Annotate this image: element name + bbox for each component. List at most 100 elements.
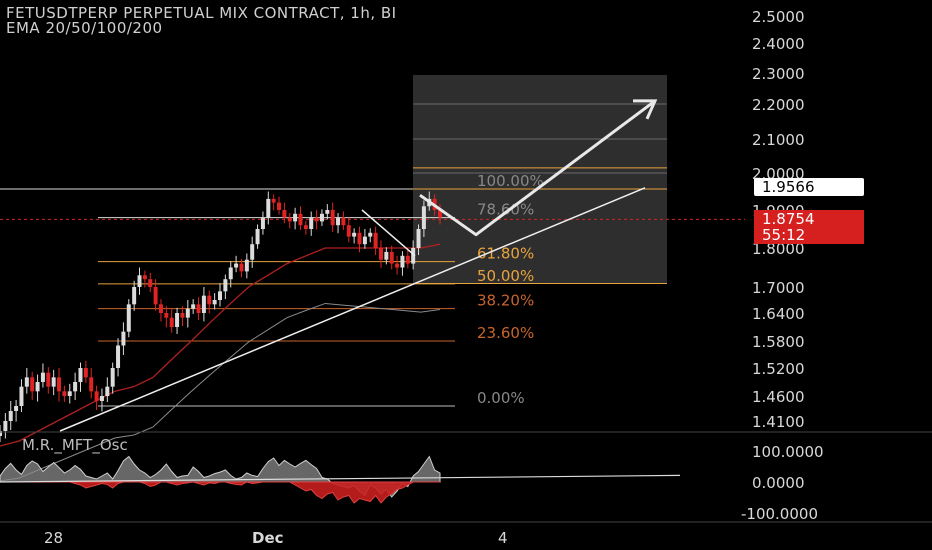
candle-body-11 xyxy=(57,377,62,392)
last-price-tag: 1.8754 xyxy=(754,210,864,228)
candle-body-34 xyxy=(180,313,185,318)
price-tick-4: 2.1000 xyxy=(752,131,805,149)
candle-body-46 xyxy=(244,259,249,272)
candle-body-69 xyxy=(368,232,373,237)
osc-tick-2: -100.0000 xyxy=(741,505,818,523)
candle-body-47 xyxy=(250,244,255,260)
candle-body-5 xyxy=(24,377,29,387)
candle-body-43 xyxy=(228,267,233,280)
candle-body-36 xyxy=(191,304,196,309)
candle-body-53 xyxy=(282,210,287,218)
time-tick-2: 4 xyxy=(498,529,508,547)
projection-path xyxy=(419,99,656,237)
candle-body-59 xyxy=(314,217,319,222)
ema-slow-line xyxy=(0,302,441,482)
candle-body-44 xyxy=(234,263,239,268)
candle-body-56 xyxy=(298,213,303,226)
candle-body-32 xyxy=(169,317,174,327)
price-tick-12: 1.4600 xyxy=(752,388,805,406)
candle-body-42 xyxy=(223,279,228,292)
pullback-trendline xyxy=(361,209,416,257)
candle-body-65 xyxy=(346,225,351,237)
candle-body-39 xyxy=(207,295,212,305)
fib-label-5: 23.60% xyxy=(477,324,534,342)
candle-body-15 xyxy=(78,368,83,382)
candle-body-55 xyxy=(293,213,298,222)
candle-body-61 xyxy=(325,210,330,214)
candle-body-76 xyxy=(405,255,410,264)
oscillator: M.R._MFT_Osc 100.0000 0.0000 -100.0000 xyxy=(0,436,824,523)
ema-fast-line xyxy=(0,243,441,447)
fib-levels: 100.00% 78.60% 61.80% 50.00% 38.20% 23.60% 0.0… xyxy=(0,167,745,407)
candle-body-63 xyxy=(336,217,341,226)
fib-label-0: 100.00% xyxy=(477,172,544,190)
price-tick-13: 1.4100 xyxy=(752,413,805,431)
candle-body-79 xyxy=(421,206,426,229)
candle-body-18 xyxy=(94,391,99,401)
osc-lower-area xyxy=(0,481,440,504)
fib-label-4: 38.20% xyxy=(477,292,534,310)
candle-body-45 xyxy=(239,263,244,272)
candle-body-12 xyxy=(62,391,67,396)
candle-body-66 xyxy=(352,232,357,237)
candle-body-67 xyxy=(357,232,362,245)
candle-body-27 xyxy=(142,275,147,280)
candle-body-1 xyxy=(3,421,8,431)
candle-body-16 xyxy=(83,368,88,378)
price-tick-1: 2.4000 xyxy=(752,35,805,53)
level-price-tag: 1.9566 xyxy=(754,178,864,196)
candle-body-50 xyxy=(266,198,271,218)
osc-trendline xyxy=(0,474,681,483)
candle-body-8 xyxy=(40,372,45,382)
candle-body-82 xyxy=(438,210,442,218)
candle-body-30 xyxy=(158,304,163,313)
ema-lines xyxy=(0,243,441,482)
candle-body-10 xyxy=(51,377,56,387)
candle-body-48 xyxy=(255,229,260,245)
candle-body-60 xyxy=(319,213,324,222)
candle-body-77 xyxy=(411,248,416,264)
projection-arrowhead xyxy=(633,99,658,120)
candle-body-49 xyxy=(260,217,265,229)
time-tick-0: 28 xyxy=(44,529,63,547)
fib-label-6: 0.00% xyxy=(477,389,525,407)
price-tick-0: 2.5000 xyxy=(752,8,805,26)
candle-body-38 xyxy=(201,295,206,313)
candle-body-17 xyxy=(89,377,94,392)
countdown-tag: 55:12 xyxy=(754,227,864,244)
time-axis: 28 Dec 4 xyxy=(44,529,508,547)
candle-body-68 xyxy=(362,236,367,245)
candle-body-52 xyxy=(277,202,282,210)
candle-body-33 xyxy=(175,313,180,327)
price-tick-7: 1.8000 xyxy=(752,240,805,258)
osc-title: M.R._MFT_Osc xyxy=(22,436,128,455)
fib-label-2: 61.80% xyxy=(477,245,534,263)
candle-body-73 xyxy=(389,251,394,264)
price-tick-2: 2.3000 xyxy=(752,65,805,83)
fib-label-3: 50.00% xyxy=(477,267,534,285)
candles xyxy=(0,191,442,442)
candle-body-4 xyxy=(19,386,24,406)
candle-body-72 xyxy=(384,251,389,260)
price-tick-10: 1.5800 xyxy=(752,333,805,351)
candle-body-71 xyxy=(378,248,383,260)
price-tick-3: 2.2000 xyxy=(752,96,805,114)
candle-body-25 xyxy=(132,287,137,305)
candle-body-7 xyxy=(35,382,40,392)
candle-body-28 xyxy=(148,279,153,287)
candle-body-14 xyxy=(73,382,78,392)
candle-body-24 xyxy=(126,304,131,332)
candle-body-13 xyxy=(67,391,72,396)
candle-body-74 xyxy=(395,263,400,268)
price-tick-11: 1.5200 xyxy=(752,360,805,378)
projection-arrow xyxy=(419,99,658,237)
candle-body-2 xyxy=(8,411,13,421)
candle-body-37 xyxy=(196,304,201,313)
candle-body-62 xyxy=(330,210,335,226)
candle-body-51 xyxy=(271,198,276,203)
candle-body-6 xyxy=(30,377,35,392)
candle-body-21 xyxy=(110,368,115,387)
candle-body-70 xyxy=(373,232,378,248)
time-tick-1: Dec xyxy=(252,529,284,547)
